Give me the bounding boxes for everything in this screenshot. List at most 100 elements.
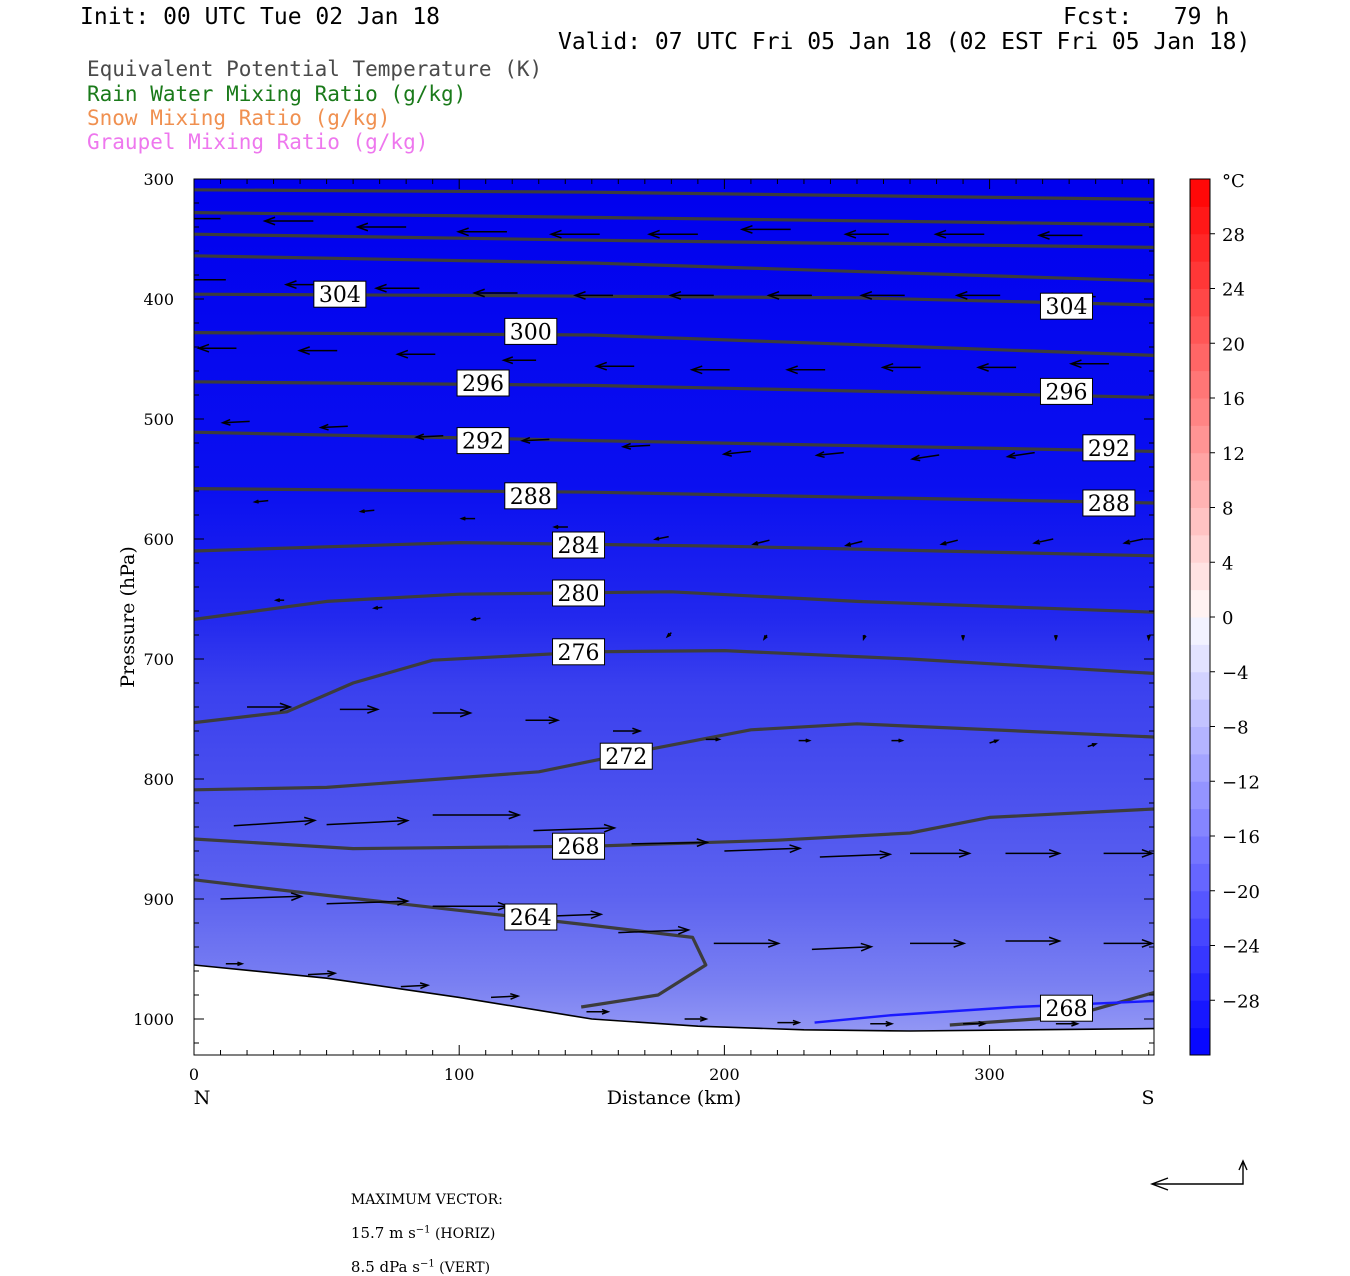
colorbar-swatch [1190, 288, 1210, 317]
wind-vector-head [297, 346, 310, 356]
wind-vector-head [252, 499, 259, 504]
wind-vector [751, 539, 770, 546]
wind-vector [870, 1020, 895, 1027]
wind-vector-head [677, 925, 691, 935]
wind-vector [910, 454, 940, 462]
colorbar-swatch [1190, 534, 1210, 563]
x-end-left: N [194, 1087, 211, 1109]
wind-vector [843, 229, 889, 239]
theta-e-contour-296 [194, 380, 1154, 399]
wind-vector [620, 442, 651, 450]
wind-vector-head [1048, 936, 1062, 946]
theta-e-contour-264 [194, 878, 708, 1009]
terrain-outline [194, 964, 1154, 1032]
colorbar-swatch [1190, 398, 1210, 426]
wind-vector-head [472, 288, 485, 298]
wind-vector [762, 634, 768, 641]
wind-vector [721, 449, 751, 457]
wind-vector [1055, 1020, 1080, 1027]
wind-vector-head [976, 362, 989, 372]
wind-vector [273, 598, 285, 603]
wind-vector-head [355, 222, 369, 232]
contour-label: 280 [558, 582, 600, 607]
wind-vector-head [843, 542, 852, 547]
wind-vector [220, 892, 304, 902]
theta-e-contour-276 [194, 648, 1154, 725]
colorbar: 28 24 20 16 12 8 4 0 −4 −8 −12 −16 −20 −24 −28 °C [1189, 171, 1260, 1056]
wind-vector-head [885, 1020, 895, 1027]
max-vector-horiz-exp: −1 [415, 1224, 431, 1236]
wind-vector [371, 605, 383, 610]
wind-vector-head [689, 365, 703, 375]
wind-vector-shaft [655, 535, 669, 541]
theta-e-contour-268 [194, 807, 1154, 851]
contour-label-box [456, 427, 510, 455]
wind-vector-head [1036, 230, 1050, 240]
wind-vector [594, 361, 635, 371]
contour-label: 300 [510, 320, 552, 345]
colorbar-swatch [1190, 644, 1210, 673]
contour-label-box [599, 742, 653, 770]
wind-vector-head [668, 290, 682, 300]
y-tick-label: 700 [143, 650, 174, 669]
wind-vector [880, 362, 921, 372]
max-vector-vert-value: 8.5 dPa s [350, 1258, 420, 1276]
wind-vector [395, 349, 436, 359]
wind-vector-shaft [753, 539, 770, 545]
y-tick-label: 900 [143, 890, 174, 909]
wind-vector [432, 810, 522, 820]
wind-vector [297, 346, 338, 356]
wind-vector [976, 362, 1017, 372]
wind-vector [1103, 848, 1154, 858]
colorbar-swatch [1190, 972, 1210, 1001]
theta-e-contour-312 [194, 188, 1154, 201]
wind-vector [339, 704, 380, 714]
wind-vector-head [167, 215, 177, 222]
wind-vector [1005, 451, 1035, 459]
wind-vector [525, 716, 561, 725]
wind-vector [400, 982, 431, 990]
wind-vector [910, 938, 967, 948]
contour-label-box [552, 579, 606, 607]
colorbar-tick-label: 0 [1222, 608, 1233, 629]
x-axis-label: Distance (km) [607, 1087, 742, 1109]
y-tick-label: 600 [143, 530, 174, 549]
colorbar-tick-label: 12 [1222, 444, 1245, 465]
wind-vector [548, 229, 600, 239]
wind-vector [647, 229, 698, 239]
contour-label-box [1082, 434, 1136, 462]
wind-vector-head [318, 423, 329, 431]
wind-vector-head [237, 961, 245, 967]
wind-vector [470, 616, 481, 622]
colorbar-swatch [1190, 206, 1210, 235]
colorbar-swatch [1190, 671, 1210, 700]
contour-label: 296 [462, 372, 504, 397]
wind-vector-shaft [618, 929, 689, 934]
wind-vector-head [814, 451, 825, 459]
wind-vector-head [419, 982, 431, 990]
wind-vector-head [785, 365, 798, 375]
x-tick-label: 100 [444, 1065, 475, 1084]
contour-label: 276 [558, 641, 600, 666]
wind-vector-head [859, 290, 873, 300]
wind-vector-shaft [816, 451, 844, 457]
colorbar-swatch [1190, 726, 1210, 755]
wind-vector [220, 418, 250, 426]
wind-vector-head [470, 616, 477, 622]
wind-vector-head [1068, 359, 1082, 369]
wind-vector [1032, 538, 1054, 545]
theta-e-contour-306 [194, 232, 1154, 249]
wind-vector-head [751, 540, 759, 546]
wind-vector [533, 823, 617, 833]
wind-vector [326, 896, 410, 906]
wind-vector-head [632, 727, 643, 735]
wind-vector [183, 276, 226, 283]
wind-vector [196, 343, 237, 353]
wind-vector-head [1048, 848, 1062, 858]
wind-vector [939, 539, 958, 546]
wind-vector [414, 433, 444, 441]
wind-vector-head [910, 454, 921, 462]
wind-vector-head [183, 276, 193, 283]
wind-vector-head [1141, 938, 1154, 948]
wind-vector-head [879, 850, 893, 860]
